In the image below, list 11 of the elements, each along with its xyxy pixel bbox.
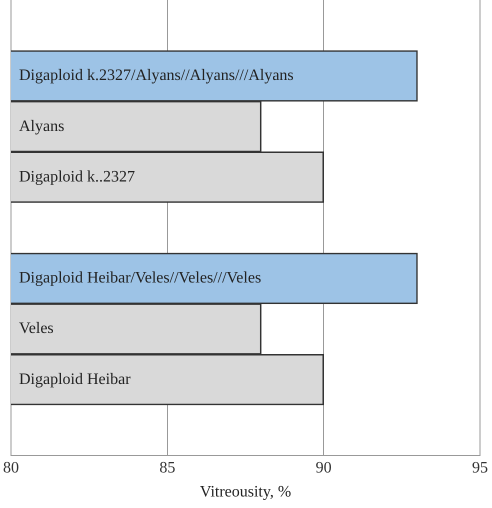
y-tick-label: Digaploid Heibar/Veles//Veles///Veles <box>19 270 262 287</box>
x-tick-label: 90 <box>316 459 332 476</box>
y-tick-label: Digaploid k..2327 <box>19 168 135 186</box>
x-tick-label: 95 <box>472 459 488 476</box>
x-tick-label: 80 <box>3 459 19 476</box>
y-tick-label: Digaploid Heibar <box>19 370 132 388</box>
y-tick-label: Digaploid k.2327/Alyans//Alyans///Alyans <box>19 67 294 84</box>
y-tick-label: Alyans <box>19 118 64 135</box>
x-axis-title: Vitreousity, % <box>200 484 292 501</box>
y-tick-label: Veles <box>19 320 54 338</box>
x-tick-label: 85 <box>159 459 176 476</box>
